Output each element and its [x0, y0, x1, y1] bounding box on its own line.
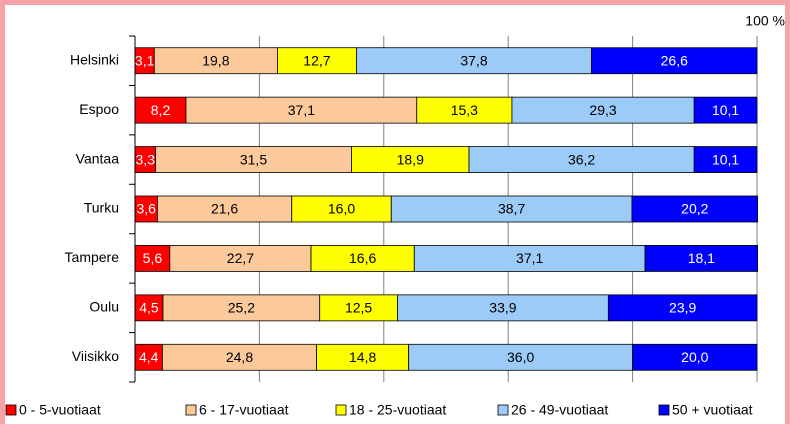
- legend-label: 0 - 5-vuotiaat: [19, 402, 101, 418]
- bar-segment: [408, 343, 633, 371]
- data-label: 36,2: [568, 151, 595, 167]
- bar-segment: [351, 146, 470, 173]
- data-label: 18,1: [688, 250, 715, 266]
- data-label: 5,6: [143, 250, 163, 266]
- data-label: 20,2: [681, 201, 708, 217]
- bar-segment: [607, 294, 758, 322]
- legend-swatch: [658, 404, 670, 416]
- bar-segment: [134, 96, 187, 124]
- data-label: 24,8: [226, 349, 253, 365]
- data-label: 10,1: [712, 151, 739, 167]
- bar-segment: [291, 195, 392, 223]
- legend-label: 6 - 17-vuotiaat: [199, 402, 289, 418]
- bar-segment: [169, 245, 312, 272]
- data-label: 15,3: [451, 102, 478, 118]
- data-label: 4,4: [139, 349, 159, 365]
- bar-segment: [693, 146, 758, 173]
- bar-segment: [631, 195, 759, 223]
- data-label: 3,6: [136, 201, 156, 217]
- bar-segment: [390, 195, 633, 223]
- bar-segment: [277, 47, 357, 75]
- data-label: 37,8: [460, 52, 487, 68]
- data-label: 26,6: [661, 52, 688, 68]
- y-tick-label: Tampere: [65, 249, 120, 265]
- data-label: 20,0: [681, 349, 708, 365]
- bar-segment: [397, 294, 609, 322]
- bar-segment: [185, 96, 418, 124]
- data-label: 10,1: [712, 102, 739, 118]
- data-label: 12,7: [303, 52, 330, 68]
- legend-label: 26 - 49-vuotiaat: [511, 402, 608, 418]
- data-label: 25,2: [228, 300, 255, 316]
- y-tick-label: Viisikko: [72, 348, 119, 364]
- data-label: 31,5: [240, 151, 267, 167]
- data-label: 22,7: [227, 250, 254, 266]
- data-label: 19,8: [202, 52, 229, 68]
- bar-segment: [319, 294, 398, 322]
- bar-segment: [416, 96, 513, 124]
- data-label: 37,1: [516, 250, 543, 266]
- data-label: 23,9: [669, 300, 696, 316]
- bar-segment: [591, 47, 758, 75]
- bar-segment: [693, 96, 758, 124]
- data-label: 33,9: [489, 300, 516, 316]
- legend-label: 50 + vuotiaat: [672, 402, 753, 418]
- legend-swatch: [185, 404, 197, 416]
- data-label: 37,1: [288, 102, 315, 118]
- data-label: 3,3: [136, 151, 156, 167]
- bar-segment: [468, 146, 695, 173]
- bar-segment: [153, 47, 278, 75]
- bar-segment: [156, 195, 293, 223]
- bar-segment: [644, 245, 759, 272]
- data-label: 14,8: [349, 349, 376, 365]
- legend-label: 18 - 25-vuotiaat: [349, 402, 446, 418]
- bar-segment: [632, 343, 758, 371]
- bar-segment: [161, 343, 318, 371]
- y-tick-label: Turku: [84, 200, 119, 216]
- x-tick-label: 100 %: [745, 13, 785, 29]
- y-tick-label: Oulu: [89, 299, 119, 315]
- y-tick-label: Vantaa: [76, 150, 120, 166]
- bar-segment: [356, 47, 592, 75]
- data-label: 38,7: [498, 201, 525, 217]
- legend-swatch: [5, 404, 17, 416]
- legend-swatch: [497, 404, 509, 416]
- data-label: 3,1: [135, 52, 155, 68]
- bar-segment: [155, 146, 352, 173]
- data-label: 36,0: [507, 349, 534, 365]
- data-label: 16,0: [328, 201, 355, 217]
- data-label: 16,6: [349, 250, 376, 266]
- bar-segment: [310, 245, 415, 272]
- data-label: 18,9: [397, 151, 424, 167]
- data-label: 29,3: [589, 102, 616, 118]
- y-tick-label: Espoo: [79, 101, 119, 117]
- data-label: 21,6: [211, 201, 238, 217]
- data-label: 12,5: [345, 300, 372, 316]
- data-label: 4,5: [139, 300, 159, 316]
- data-label: 8,2: [151, 102, 171, 118]
- bar-segment: [162, 294, 321, 322]
- bar-segment: [134, 294, 164, 322]
- y-tick-label: Helsinki: [70, 51, 119, 67]
- legend-swatch: [335, 404, 347, 416]
- bar-segment: [413, 245, 646, 272]
